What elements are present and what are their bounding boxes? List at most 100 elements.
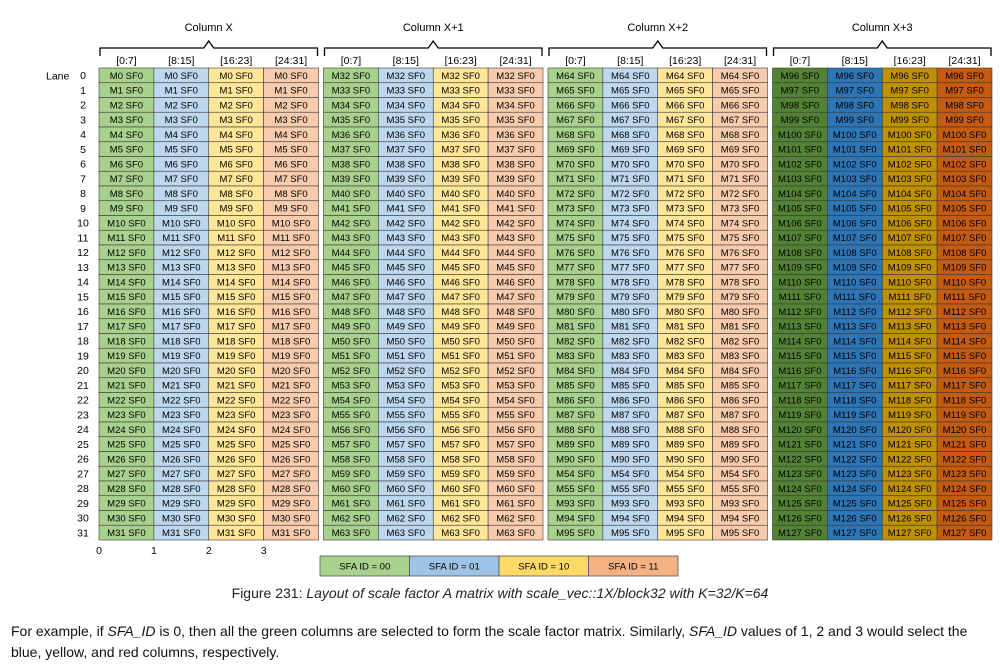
matrix-cell-label: M114 SF0 xyxy=(778,336,821,347)
matrix-cell-label: M9 SF0 xyxy=(110,204,143,215)
matrix-cell-label: M14 SF0 xyxy=(217,277,256,288)
matrix-cell-label: M50 SF0 xyxy=(441,336,480,347)
matrix-cell-label: M12 SF0 xyxy=(107,248,146,259)
matrix-cell-label: M122 SF0 xyxy=(943,454,987,465)
matrix-cell-label: M93 SF0 xyxy=(611,499,650,510)
matrix-cell-label: M107 SF0 xyxy=(778,233,822,244)
matrix-cell-label: M118 SF0 xyxy=(888,395,931,406)
matrix-cell-label: M62 SF0 xyxy=(496,513,535,524)
matrix-cell-label: M101 SF0 xyxy=(833,145,877,156)
matrix-cell-label: M87 SF0 xyxy=(556,410,595,421)
matrix-cell-label: M52 SF0 xyxy=(387,366,426,377)
matrix-cell-label: M122 SF0 xyxy=(888,454,932,465)
matrix-cell-label: M123 SF0 xyxy=(778,469,822,480)
matrix-cell-label: M55 SF0 xyxy=(556,484,595,495)
matrix-cell-label: M11 SF0 xyxy=(272,233,310,244)
matrix-cell-label: M32 SF0 xyxy=(496,71,535,82)
matrix-cell-label: M70 SF0 xyxy=(556,159,595,170)
matrix-cell-label: M4 SF0 xyxy=(165,130,198,141)
matrix-cell-label: M114 SF0 xyxy=(833,336,876,347)
matrix-cell-label: M45 SF0 xyxy=(332,263,371,274)
matrix-cell-label: M39 SF0 xyxy=(496,174,535,185)
sub-column-label: [8:15] xyxy=(168,55,194,67)
matrix-cell-label: M111 SF0 xyxy=(834,292,876,303)
matrix-cell-label: M56 SF0 xyxy=(387,425,426,436)
matrix-cell-label: M84 SF0 xyxy=(611,366,650,377)
matrix-cell-label: M82 SF0 xyxy=(611,336,650,347)
matrix-cell-label: M71 SF0 xyxy=(556,174,595,185)
matrix-cell-label: M8 SF0 xyxy=(220,189,253,200)
matrix-cell-label: M37 SF0 xyxy=(441,145,480,156)
matrix-cell-label: M17 SF0 xyxy=(217,322,256,333)
matrix-cell-label: M15 SF0 xyxy=(107,292,146,303)
matrix-cell-label: M108 SF0 xyxy=(943,248,987,259)
matrix-cell-label: M68 SF0 xyxy=(666,130,705,141)
matrix-cell xyxy=(263,524,319,541)
matrix-cell-label: M121 SF0 xyxy=(943,440,987,451)
matrix-cell-label: M61 SF0 xyxy=(332,499,371,510)
lane-number: 21 xyxy=(77,380,89,392)
matrix-cell-label: M102 SF0 xyxy=(778,159,822,170)
column-group-brace xyxy=(772,39,992,56)
matrix-cell-label: M14 SF0 xyxy=(272,277,311,288)
matrix-cell-label: M49 SF0 xyxy=(387,322,426,333)
matrix-cell-label: M60 SF0 xyxy=(496,484,535,495)
matrix-cell-label: M81 SF0 xyxy=(666,322,705,333)
matrix-cell-label: M54 SF0 xyxy=(611,469,650,480)
matrix-cell-label: M12 SF0 xyxy=(217,248,256,259)
matrix-cell-label: M46 SF0 xyxy=(496,277,535,288)
matrix-cell-label: M100 SF0 xyxy=(778,130,822,141)
matrix-cell-label: M109 SF0 xyxy=(943,263,987,274)
matrix-cell-label: M45 SF0 xyxy=(496,263,535,274)
matrix-cell-label: M38 SF0 xyxy=(332,159,371,170)
matrix-cell-label: M55 SF0 xyxy=(666,484,705,495)
matrix-cell-label: M0 SF0 xyxy=(274,71,307,82)
matrix-cell-label: M61 SF0 xyxy=(387,499,426,510)
matrix-cell-label: M103 SF0 xyxy=(778,174,822,185)
matrix-cell-label: M32 SF0 xyxy=(387,71,426,82)
matrix-cell-label: M110 SF0 xyxy=(943,277,986,288)
matrix-cell-label: M89 SF0 xyxy=(721,440,760,451)
matrix-cell-label: M8 SF0 xyxy=(110,189,143,200)
matrix-cell-label: M44 SF0 xyxy=(496,248,535,259)
matrix-cell-label: M90 SF0 xyxy=(556,454,595,465)
matrix-cell-label: M23 SF0 xyxy=(272,410,311,421)
matrix-cell-label: M13 SF0 xyxy=(107,263,146,274)
matrix-cell-label: M88 SF0 xyxy=(556,425,595,436)
matrix-cell-label: M67 SF0 xyxy=(666,115,705,126)
matrix-cell-label: M64 SF0 xyxy=(611,71,650,82)
matrix-cell-label: M42 SF0 xyxy=(332,218,371,229)
matrix-cell-label: M41 SF0 xyxy=(441,204,480,215)
column-group-label: Column X+1 xyxy=(403,22,464,34)
matrix-cell-label: M68 SF0 xyxy=(611,130,650,141)
matrix-cell-label: M34 SF0 xyxy=(332,100,371,111)
caption-prefix: Figure 231: xyxy=(231,585,307,601)
matrix-cell-label: M113 SF0 xyxy=(943,322,986,333)
matrix-cell-label: M57 SF0 xyxy=(441,440,480,451)
matrix-cell-label: M43 SF0 xyxy=(441,233,480,244)
column-group-brace xyxy=(99,39,319,56)
matrix-cell-label: M7 SF0 xyxy=(165,174,198,185)
matrix-cell-label: M63 SF0 xyxy=(332,528,371,539)
matrix-cell-label: M2 SF0 xyxy=(165,100,198,111)
matrix-cell-label: M28 SF0 xyxy=(107,484,146,495)
matrix-cell-label: M38 SF0 xyxy=(441,159,480,170)
matrix-cell-label: M70 SF0 xyxy=(721,159,760,170)
matrix-cell-label: M103 SF0 xyxy=(833,174,877,185)
matrix-cell-label: M14 SF0 xyxy=(107,277,146,288)
matrix-cell-label: M48 SF0 xyxy=(332,307,371,318)
lane-number: 4 xyxy=(80,129,86,141)
lane-label: Lane xyxy=(46,70,70,82)
matrix-cell-label: M67 SF0 xyxy=(611,115,650,126)
lane-number: 18 xyxy=(77,336,89,348)
matrix-cell-label: M36 SF0 xyxy=(496,130,535,141)
matrix-cell-label: M108 SF0 xyxy=(833,248,877,259)
matrix-cell-label: M2 SF0 xyxy=(274,100,307,111)
matrix-cell-label: M55 SF0 xyxy=(387,410,426,421)
matrix-cell-label: M55 SF0 xyxy=(441,410,480,421)
matrix-cell-label: M76 SF0 xyxy=(611,248,650,259)
matrix-cell-label: M115 SF0 xyxy=(778,351,821,362)
matrix-cell-label: M10 SF0 xyxy=(107,218,146,229)
matrix-cell-label: M20 SF0 xyxy=(107,366,146,377)
matrix-cell-label: M110 SF0 xyxy=(833,277,876,288)
